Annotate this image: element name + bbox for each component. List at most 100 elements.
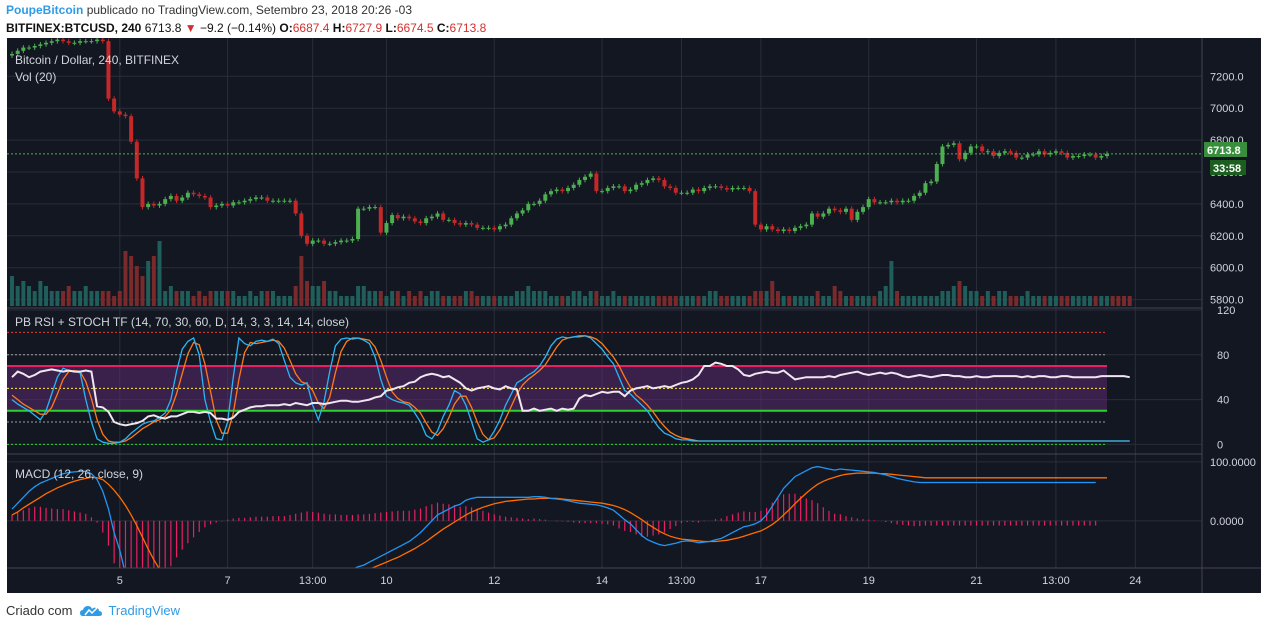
volume-bar <box>299 256 304 306</box>
candle-body <box>702 187 707 192</box>
macd-pane[interactable] <box>11 465 1107 593</box>
volume-bar <box>1002 291 1007 306</box>
ticker-last: 6713.8 <box>144 21 182 35</box>
volume-bar <box>89 291 94 306</box>
candle-body <box>480 227 485 229</box>
candle-body <box>356 208 361 239</box>
volume-bar <box>316 286 321 306</box>
volume-bar <box>72 291 77 306</box>
candle-body <box>974 146 979 148</box>
candle-body <box>838 210 843 212</box>
candle-body <box>923 183 928 193</box>
candle-body <box>174 195 179 201</box>
tradingview-link[interactable]: TradingView <box>80 603 180 618</box>
volume-bar <box>923 296 928 306</box>
rsi-y-tick-label: 40 <box>1217 395 1229 407</box>
volume-bar <box>157 241 162 306</box>
candle-body <box>463 223 468 225</box>
y-tick-label: 6000.0 <box>1210 263 1244 275</box>
close-value: 6713.8 <box>449 21 487 35</box>
volume-bar <box>991 296 996 306</box>
volume-bar <box>844 296 849 306</box>
volume-bar <box>889 261 894 306</box>
candle-body <box>49 41 54 43</box>
volume-bar <box>878 291 883 306</box>
volume-bar <box>821 296 826 306</box>
volume-bar <box>134 266 139 306</box>
rsi-y-tick-label: 120 <box>1217 305 1235 317</box>
volume-bar <box>645 296 650 306</box>
volume-bar <box>219 291 224 306</box>
volume-bar <box>1025 291 1030 306</box>
volume-bar <box>980 296 985 306</box>
volume-bar <box>106 291 111 306</box>
candle-body <box>248 199 253 201</box>
countdown-label: 33:58 <box>1213 163 1241 175</box>
volume-bar <box>480 296 485 306</box>
volume-bar <box>605 296 610 306</box>
price-pane[interactable] <box>7 38 1202 306</box>
volume-bar <box>577 291 582 306</box>
candle-body <box>821 213 826 217</box>
candle-body <box>492 227 497 230</box>
candle-body <box>554 189 559 192</box>
volume-bar <box>702 296 707 306</box>
candle-body <box>327 243 332 245</box>
volume-bar <box>997 291 1002 306</box>
volume-bar <box>554 296 559 306</box>
volume-bar <box>452 296 457 306</box>
candle-body <box>985 151 990 153</box>
candle-body <box>855 211 860 220</box>
candle-body <box>719 186 724 188</box>
candle-body <box>117 111 122 115</box>
volume-bar <box>429 291 434 306</box>
candle-body <box>310 240 315 244</box>
candle-body <box>288 200 292 202</box>
candle-body <box>1002 151 1007 153</box>
candle-body <box>622 186 627 192</box>
candle-body <box>883 202 888 204</box>
candle-body <box>696 189 701 192</box>
candle-body <box>15 50 20 54</box>
volume-bar <box>940 291 945 306</box>
chart-background <box>7 38 1261 593</box>
candle-body <box>276 200 281 202</box>
candle-body <box>912 195 917 201</box>
volume-bar <box>571 291 576 306</box>
volume-bar <box>1036 296 1041 306</box>
author-name[interactable]: PoupeBitcoin <box>6 3 84 17</box>
volume-bar <box>770 281 775 306</box>
volume-bar <box>401 296 406 306</box>
volume-bar <box>929 296 934 306</box>
volume-bar <box>293 286 298 306</box>
candle-body <box>55 39 60 42</box>
candle-body <box>594 173 599 192</box>
volume-bar <box>1093 296 1098 306</box>
candle-body <box>1065 152 1070 158</box>
candle-body <box>72 42 77 44</box>
trading-chart[interactable]: 5 7 13:00 10 12 14 13:00 17 19 21 13:00 24 7200.0 700… <box>7 38 1261 593</box>
volume-bar <box>327 291 332 306</box>
candle-body <box>758 224 763 230</box>
candle-body <box>577 179 582 185</box>
candle-body <box>980 146 985 152</box>
volume-bar <box>804 296 809 306</box>
candle-body <box>929 181 934 184</box>
x-tick-label: 13:00 <box>1042 575 1070 587</box>
volume-bar <box>446 296 451 306</box>
candle-body <box>549 191 553 195</box>
volume-bar <box>611 291 616 306</box>
candle-body <box>537 200 542 204</box>
volume-bar <box>38 281 43 306</box>
volume-bar <box>441 296 446 306</box>
candle-body <box>872 199 877 203</box>
rsi-pane[interactable] <box>7 331 1130 445</box>
axes: 5 7 13:00 10 12 14 13:00 17 19 21 13:00 24 7200.0 700… <box>7 38 1261 593</box>
volume-bar <box>758 291 763 306</box>
tradingview-brand[interactable]: TradingView <box>108 603 181 618</box>
volume-bar <box>974 291 979 306</box>
candle-body <box>583 176 588 180</box>
candle-body <box>66 41 71 43</box>
volume-bar <box>168 286 173 306</box>
volume-bar <box>634 296 639 306</box>
